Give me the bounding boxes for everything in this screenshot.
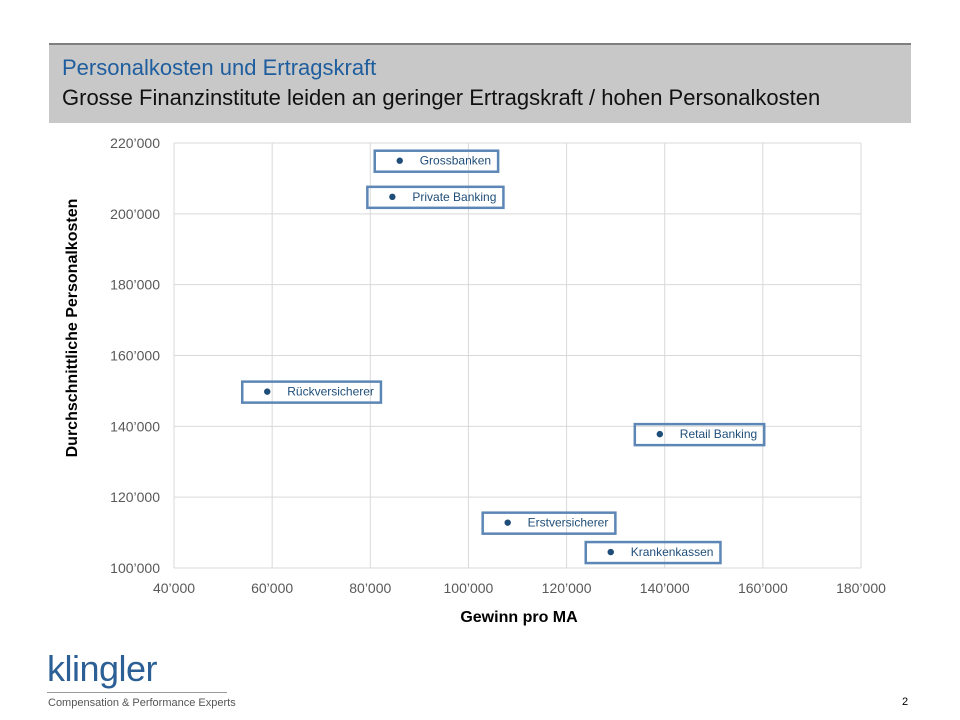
point-label-box <box>240 380 383 404</box>
x-tick-label: 60’000 <box>251 580 293 596</box>
y-tick-label: 100’000 <box>110 560 160 576</box>
y-axis-title: Durchschnittliche Personalkosten <box>64 198 81 458</box>
page-number: 2 <box>902 696 909 708</box>
x-tick-label: 40’000 <box>153 580 195 596</box>
x-tick-label: 180’000 <box>836 580 886 596</box>
point-label-box <box>633 422 766 447</box>
point-label: Retail Banking <box>680 427 757 441</box>
slide-subtitle: Grosse Finanzinstitute leiden an geringe… <box>62 85 821 110</box>
point-label: Krankenkassen <box>631 545 714 559</box>
slide-title: Personalkosten und Ertragskraft <box>62 55 377 80</box>
x-tick-label: 120’000 <box>542 580 592 596</box>
point-label-box <box>366 185 505 210</box>
x-tick-label: 80’000 <box>349 580 391 596</box>
x-tick-label: 160’000 <box>738 580 788 596</box>
y-tick-label: 120’000 <box>110 489 160 505</box>
point-label: Grossbanken <box>420 154 491 168</box>
point-label: Private Banking <box>412 190 496 204</box>
x-tick-label: 140’000 <box>640 580 690 596</box>
point-label: Erstversicherer <box>528 516 609 530</box>
point-label: Rückversicherer <box>287 385 374 399</box>
x-axis-title: Gewinn pro MA <box>460 609 578 626</box>
x-tick-label: 100’000 <box>444 580 494 596</box>
data-point <box>607 548 614 556</box>
data-point <box>264 388 271 395</box>
y-tick-label: 160’000 <box>110 348 160 364</box>
y-tick-label: 220’000 <box>110 135 160 151</box>
y-tick-label: 180’000 <box>110 277 160 293</box>
data-point <box>504 519 511 526</box>
point-label-box <box>481 511 617 535</box>
data-point <box>389 193 396 201</box>
point-label-box <box>373 149 500 173</box>
company-tagline: Compensation & Performance Experts <box>48 697 236 709</box>
data-point <box>656 430 664 438</box>
data-point <box>396 157 403 164</box>
point-label-box <box>584 540 722 565</box>
company-logo: klingler <box>47 648 158 689</box>
footer-divider <box>47 692 227 693</box>
slide-header: Personalkosten und Ertragskraft Grosse F… <box>49 43 911 123</box>
y-tick-label: 140’000 <box>110 418 160 434</box>
y-tick-label: 200’000 <box>110 206 160 222</box>
